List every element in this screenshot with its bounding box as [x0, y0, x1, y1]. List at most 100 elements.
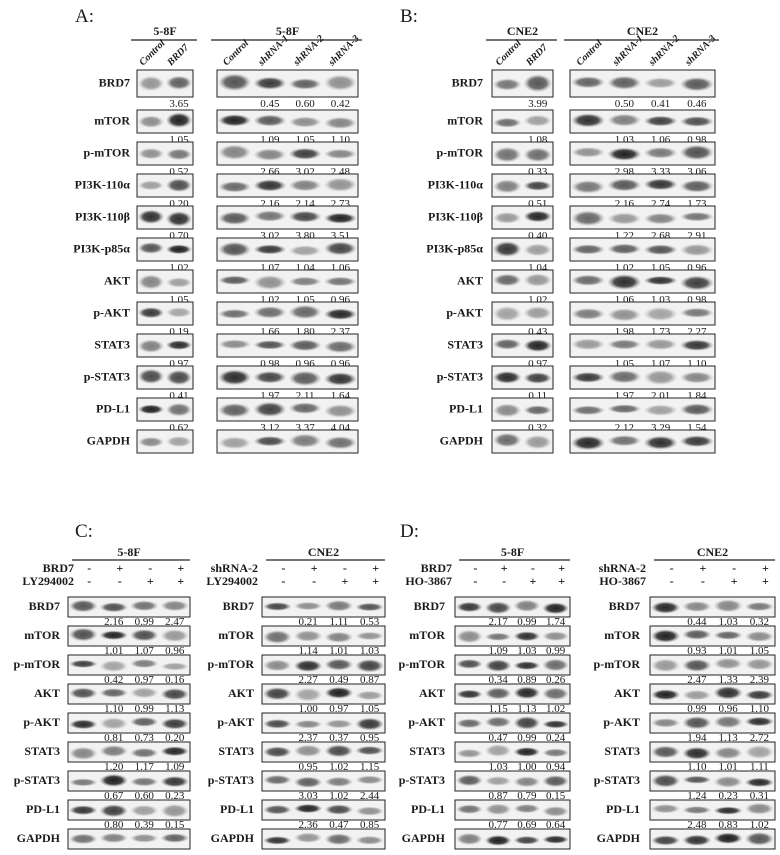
quant-value: 2.44: [360, 790, 380, 802]
band: [165, 277, 193, 288]
band: [68, 687, 98, 699]
treatment-label: shRNA-2: [599, 561, 646, 575]
band: [542, 631, 570, 642]
band: [513, 716, 541, 730]
quant-value: 0.94: [546, 761, 566, 773]
band: [713, 630, 743, 640]
protein-label: p-mTOR: [399, 657, 446, 671]
quant-value: 2.36: [299, 819, 319, 831]
blot-frame: [649, 596, 776, 618]
cell-line-header: 5-8F: [153, 24, 176, 38]
blot-frame: [569, 397, 716, 422]
band: [160, 803, 190, 818]
band: [355, 835, 385, 845]
band: [99, 688, 129, 698]
protein-label: STAT3: [218, 744, 254, 758]
band: [293, 832, 323, 843]
band: [160, 833, 190, 843]
treatment-sign: +: [372, 574, 379, 588]
band: [137, 368, 165, 385]
band: [137, 180, 165, 191]
quant-value: 2.47: [165, 616, 185, 628]
band: [523, 434, 553, 450]
band: [643, 435, 678, 450]
band: [160, 600, 190, 612]
band: [68, 778, 98, 787]
protein-label: GAPDH: [440, 433, 484, 447]
band: [523, 180, 553, 191]
treatment-sign: +: [341, 574, 348, 588]
quant-value: 0.23: [719, 790, 739, 802]
band: [484, 835, 512, 846]
protein-label: PD-L1: [26, 802, 60, 816]
band: [165, 307, 193, 318]
band: [324, 600, 354, 612]
quant-value: 1.01: [104, 645, 123, 657]
band: [129, 804, 159, 817]
band: [542, 602, 570, 615]
quant-value: 1.01: [719, 761, 738, 773]
band: [288, 339, 322, 352]
quant-value: 0.60: [296, 98, 316, 110]
band: [484, 632, 512, 641]
band: [137, 307, 165, 319]
quant-value: 1.10: [104, 703, 124, 715]
quant-value: 0.45: [260, 98, 280, 110]
band: [288, 276, 322, 287]
band: [643, 338, 678, 351]
treatment-sign: -: [281, 561, 285, 575]
band: [571, 244, 606, 255]
band: [355, 745, 385, 756]
band: [455, 718, 483, 729]
quant-value: 0.77: [489, 819, 509, 831]
band: [650, 629, 681, 643]
panel-label: C:: [75, 521, 93, 542]
protein-label: BRD7: [414, 599, 445, 613]
quant-value: 0.44: [687, 616, 707, 628]
band: [99, 804, 129, 818]
band: [129, 687, 159, 699]
band: [542, 748, 570, 758]
band: [513, 661, 541, 670]
protein-label: mTOR: [24, 628, 60, 642]
band: [324, 719, 354, 729]
blot-frame: [67, 625, 191, 647]
protein-label: AKT: [104, 273, 130, 287]
band: [607, 435, 642, 447]
quant-value: 1.03: [517, 645, 537, 657]
blot-frame: [649, 770, 776, 792]
band: [492, 370, 522, 384]
band: [355, 690, 385, 701]
protein-label: GAPDH: [402, 831, 446, 845]
band: [165, 340, 193, 350]
blot-frame: [216, 429, 359, 454]
band: [99, 630, 129, 640]
band: [542, 835, 570, 844]
treatment-sign: -: [312, 574, 316, 588]
band: [643, 404, 678, 416]
quant-value: 1.02: [329, 761, 348, 773]
band: [288, 78, 322, 90]
protein-label: PI3K-110β: [428, 209, 483, 223]
band: [492, 432, 522, 448]
band: [288, 402, 322, 415]
quant-value: 1.09: [489, 645, 509, 657]
treatment-sign: +: [116, 561, 123, 575]
band: [607, 147, 642, 161]
quant-value: 1.02: [546, 703, 565, 715]
band: [523, 74, 553, 93]
quant-value: 1.05: [750, 645, 770, 657]
quant-value: 0.96: [165, 645, 185, 657]
band: [492, 338, 522, 350]
band: [99, 745, 129, 758]
quant-value: 0.39: [135, 819, 155, 831]
band: [679, 275, 714, 291]
band: [492, 211, 522, 224]
band: [262, 804, 292, 815]
band: [253, 435, 287, 447]
protein-label: p-STAT3: [399, 773, 445, 787]
band: [293, 687, 323, 702]
quant-value: 0.99: [546, 645, 566, 657]
blot-frame: [67, 654, 191, 676]
blot-frame: [67, 828, 191, 850]
